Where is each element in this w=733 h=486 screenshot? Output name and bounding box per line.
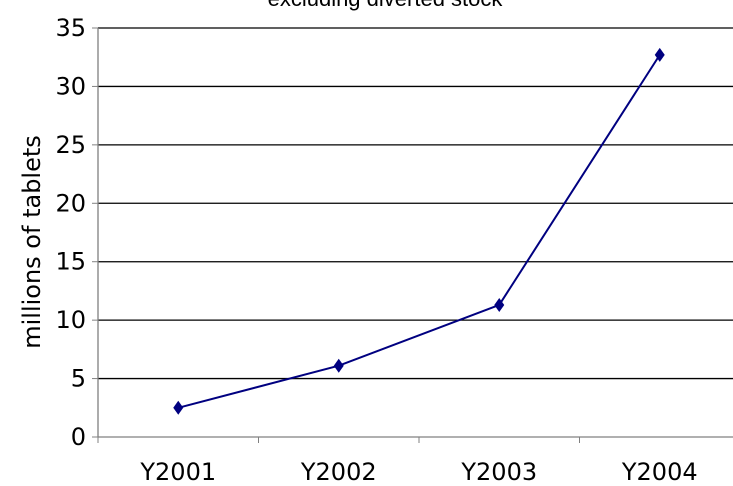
y-tick-label: 10 <box>55 306 86 334</box>
data-point <box>654 47 665 62</box>
data-series <box>173 47 665 415</box>
data-point <box>333 358 344 373</box>
y-tick-label: 5 <box>71 365 86 393</box>
data-point <box>494 297 505 312</box>
y-tick-label: 15 <box>55 248 86 276</box>
series-line <box>177 54 661 409</box>
y-tick-label: 35 <box>55 14 86 42</box>
gridlines <box>98 27 733 380</box>
axes <box>92 27 733 443</box>
x-tick-label: Y2002 <box>300 458 377 486</box>
y-tick-label: 20 <box>55 189 86 217</box>
chart-title: excluding diverted stock <box>268 0 504 11</box>
x-tick-label: Y2003 <box>460 458 537 486</box>
y-tick-label: 30 <box>55 72 86 100</box>
x-tick-label: Y2004 <box>621 458 698 486</box>
y-tick-labels: 0 5 10 15 20 25 30 35 <box>55 14 86 451</box>
y-tick-label: 25 <box>55 131 86 159</box>
y-axis-label: millions of tablets <box>18 135 46 349</box>
data-point <box>173 400 184 415</box>
y-tick-label: 0 <box>71 423 86 451</box>
x-tick-label: Y2001 <box>139 458 216 486</box>
x-tick-labels: Y2001 Y2002 Y2003 Y2004 <box>139 458 697 486</box>
